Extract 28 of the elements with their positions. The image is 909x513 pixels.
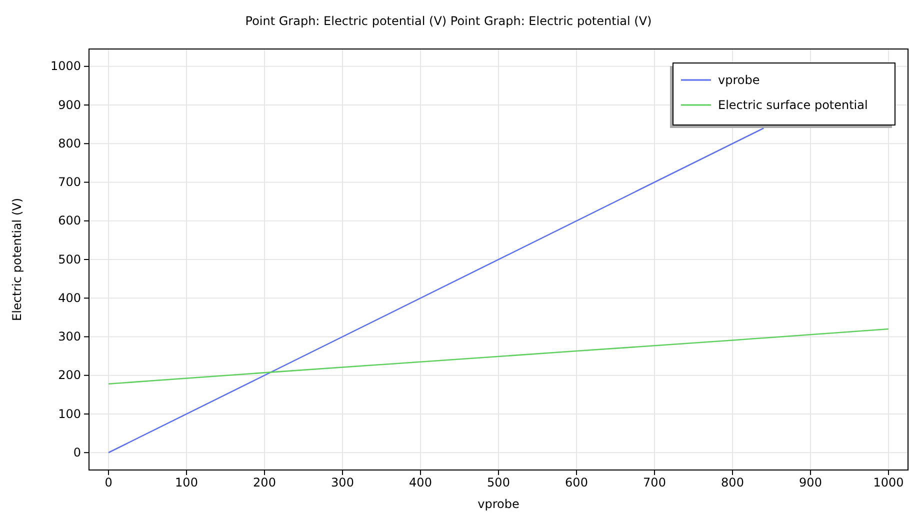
x-tick-label: 500 bbox=[487, 476, 510, 490]
x-tick-label: 100 bbox=[175, 476, 198, 490]
x-tick-label: 300 bbox=[331, 476, 354, 490]
legend-label: vprobe bbox=[718, 73, 760, 87]
y-tick-label: 900 bbox=[58, 98, 81, 112]
y-tick-label: 300 bbox=[58, 330, 81, 344]
y-tick-label: 700 bbox=[58, 175, 81, 190]
x-tick-label: 800 bbox=[721, 476, 744, 490]
x-tick-label: 600 bbox=[565, 476, 588, 490]
x-axis-title: vprobe bbox=[478, 497, 520, 511]
x-tick-label: 900 bbox=[799, 476, 822, 490]
y-tick-label: 200 bbox=[58, 368, 81, 382]
y-tick-label: 600 bbox=[58, 214, 81, 228]
y-tick-label: 500 bbox=[58, 252, 81, 266]
y-tick-label: 0 bbox=[73, 445, 81, 460]
y-tick-label: 100 bbox=[58, 406, 81, 421]
x-tick-label: 0 bbox=[104, 476, 112, 490]
y-tick-label: 1000 bbox=[50, 59, 81, 74]
y-tick-label: 800 bbox=[58, 136, 81, 150]
line-series bbox=[108, 328, 890, 385]
y-tick-label: 400 bbox=[58, 290, 81, 305]
y-axis-title: Electric potential (V) bbox=[10, 198, 24, 322]
legend-label: Electric surface potential bbox=[718, 98, 868, 112]
x-tick-label: 1000 bbox=[873, 476, 904, 490]
x-tick-label: 200 bbox=[253, 476, 276, 490]
x-tick-label: 700 bbox=[643, 476, 666, 490]
x-tick-label: 400 bbox=[409, 476, 432, 490]
chart-title: Point Graph: Electric potential (V) Point Graph: Electric potential (V) bbox=[245, 14, 652, 28]
